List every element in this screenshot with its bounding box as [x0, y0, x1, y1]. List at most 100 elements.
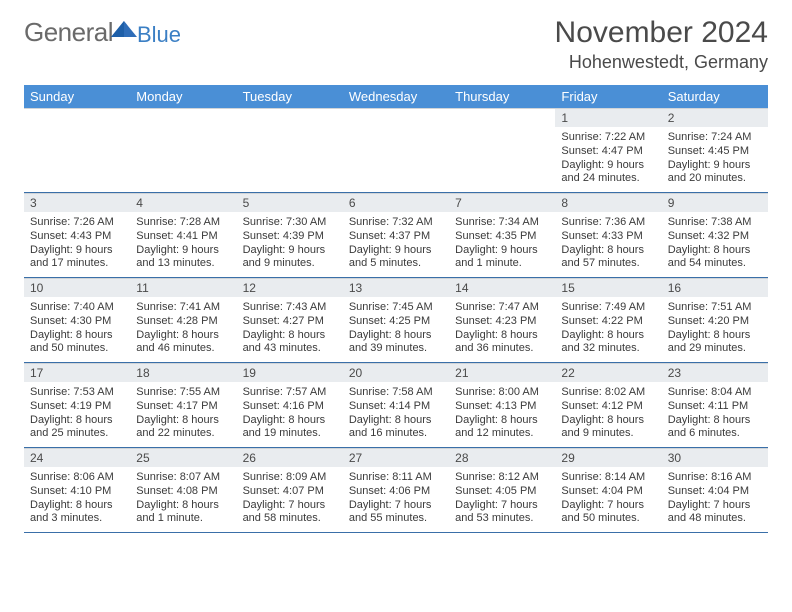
- day-content-row: Sunrise: 7:26 AMSunset: 4:43 PMDaylight:…: [24, 212, 768, 277]
- day-info-line: Sunset: 4:12 PM: [561, 400, 655, 414]
- day-info-line: Sunrise: 7:38 AM: [668, 216, 762, 230]
- day-content-cell: [130, 127, 236, 192]
- day-content-row: Sunrise: 7:22 AMSunset: 4:47 PMDaylight:…: [24, 127, 768, 192]
- day-info-line: Sunset: 4:20 PM: [668, 315, 762, 329]
- day-number-cell: [237, 108, 343, 127]
- location-subtitle: Hohenwestedt, Germany: [555, 52, 768, 73]
- day-info-line: Daylight: 8 hours and 36 minutes.: [455, 329, 549, 357]
- weekday-header-cell: Wednesday: [343, 85, 449, 108]
- day-info-line: Sunset: 4:07 PM: [243, 485, 337, 499]
- day-number-cell: [24, 108, 130, 127]
- day-info-line: Daylight: 9 hours and 24 minutes.: [561, 159, 655, 187]
- day-content-cell: [449, 127, 555, 192]
- day-info-line: Sunset: 4:04 PM: [561, 485, 655, 499]
- day-info-line: Sunset: 4:23 PM: [455, 315, 549, 329]
- day-info-line: Daylight: 9 hours and 5 minutes.: [349, 244, 443, 272]
- logo-text-blue: Blue: [137, 22, 181, 48]
- day-content-cell: Sunrise: 8:16 AMSunset: 4:04 PMDaylight:…: [662, 467, 768, 532]
- day-content-cell: Sunrise: 7:38 AMSunset: 4:32 PMDaylight:…: [662, 212, 768, 277]
- day-content-cell: Sunrise: 7:58 AMSunset: 4:14 PMDaylight:…: [343, 382, 449, 447]
- day-content-cell: Sunrise: 7:57 AMSunset: 4:16 PMDaylight:…: [237, 382, 343, 447]
- day-info-line: Sunrise: 7:55 AM: [136, 386, 230, 400]
- day-number-row: 3456789: [24, 193, 768, 212]
- day-info-line: Sunset: 4:35 PM: [455, 230, 549, 244]
- day-number-cell: 17: [24, 363, 130, 382]
- day-content-cell: Sunrise: 8:04 AMSunset: 4:11 PMDaylight:…: [662, 382, 768, 447]
- day-info-line: Daylight: 8 hours and 3 minutes.: [30, 499, 124, 527]
- day-info-line: Sunset: 4:22 PM: [561, 315, 655, 329]
- day-info-line: Sunrise: 7:22 AM: [561, 131, 655, 145]
- day-info-line: Sunrise: 8:02 AM: [561, 386, 655, 400]
- day-info-line: Sunrise: 7:49 AM: [561, 301, 655, 315]
- day-info-line: Daylight: 8 hours and 12 minutes.: [455, 414, 549, 442]
- day-info-line: Sunrise: 8:12 AM: [455, 471, 549, 485]
- day-number-cell: [343, 108, 449, 127]
- day-info-line: Sunset: 4:39 PM: [243, 230, 337, 244]
- day-content-cell: Sunrise: 8:14 AMSunset: 4:04 PMDaylight:…: [555, 467, 661, 532]
- day-number-cell: 21: [449, 363, 555, 382]
- day-number-cell: 23: [662, 363, 768, 382]
- weekday-header-cell: Sunday: [24, 85, 130, 108]
- day-info-line: Daylight: 7 hours and 58 minutes.: [243, 499, 337, 527]
- month-title: November 2024: [555, 16, 768, 50]
- day-info-line: Sunrise: 8:16 AM: [668, 471, 762, 485]
- day-number-cell: 26: [237, 448, 343, 467]
- day-info-line: Sunset: 4:43 PM: [30, 230, 124, 244]
- weekday-header-cell: Monday: [130, 85, 236, 108]
- day-info-line: Sunset: 4:33 PM: [561, 230, 655, 244]
- day-info-line: Sunrise: 7:36 AM: [561, 216, 655, 230]
- weekday-header-row: SundayMondayTuesdayWednesdayThursdayFrid…: [24, 85, 768, 108]
- day-info-line: Daylight: 9 hours and 17 minutes.: [30, 244, 124, 272]
- logo-text-general: General: [24, 17, 113, 48]
- day-info-line: Daylight: 8 hours and 22 minutes.: [136, 414, 230, 442]
- day-number-cell: 22: [555, 363, 661, 382]
- weekday-header-cell: Saturday: [662, 85, 768, 108]
- weekday-header-cell: Thursday: [449, 85, 555, 108]
- day-info-line: Sunset: 4:41 PM: [136, 230, 230, 244]
- day-info-line: Sunrise: 7:43 AM: [243, 301, 337, 315]
- day-info-line: Sunrise: 8:07 AM: [136, 471, 230, 485]
- day-number-row: 12: [24, 108, 768, 127]
- day-number-row: 10111213141516: [24, 278, 768, 297]
- day-info-line: Sunrise: 7:51 AM: [668, 301, 762, 315]
- day-info-line: Sunrise: 8:06 AM: [30, 471, 124, 485]
- day-info-line: Sunrise: 8:04 AM: [668, 386, 762, 400]
- day-content-cell: [343, 127, 449, 192]
- day-info-line: Daylight: 8 hours and 46 minutes.: [136, 329, 230, 357]
- day-info-line: Sunset: 4:04 PM: [668, 485, 762, 499]
- day-content-cell: Sunrise: 8:12 AMSunset: 4:05 PMDaylight:…: [449, 467, 555, 532]
- weekday-header-cell: Friday: [555, 85, 661, 108]
- day-info-line: Daylight: 8 hours and 25 minutes.: [30, 414, 124, 442]
- day-content-cell: Sunrise: 7:36 AMSunset: 4:33 PMDaylight:…: [555, 212, 661, 277]
- day-info-line: Daylight: 9 hours and 9 minutes.: [243, 244, 337, 272]
- day-info-line: Sunset: 4:28 PM: [136, 315, 230, 329]
- day-content-row: Sunrise: 8:06 AMSunset: 4:10 PMDaylight:…: [24, 467, 768, 532]
- day-number-cell: 9: [662, 193, 768, 212]
- brand-logo: General Blue: [24, 16, 181, 48]
- day-info-line: Daylight: 8 hours and 43 minutes.: [243, 329, 337, 357]
- week-separator: [24, 532, 768, 533]
- day-number-cell: 30: [662, 448, 768, 467]
- day-info-line: Sunset: 4:25 PM: [349, 315, 443, 329]
- day-info-line: Sunset: 4:13 PM: [455, 400, 549, 414]
- title-block: November 2024 Hohenwestedt, Germany: [555, 16, 768, 73]
- day-info-line: Sunset: 4:16 PM: [243, 400, 337, 414]
- day-info-line: Sunrise: 7:53 AM: [30, 386, 124, 400]
- day-info-line: Sunrise: 7:28 AM: [136, 216, 230, 230]
- day-content-cell: Sunrise: 7:47 AMSunset: 4:23 PMDaylight:…: [449, 297, 555, 362]
- day-info-line: Sunrise: 7:45 AM: [349, 301, 443, 315]
- day-info-line: Daylight: 7 hours and 55 minutes.: [349, 499, 443, 527]
- day-info-line: Sunset: 4:08 PM: [136, 485, 230, 499]
- day-info-line: Sunset: 4:05 PM: [455, 485, 549, 499]
- day-info-line: Daylight: 8 hours and 16 minutes.: [349, 414, 443, 442]
- day-number-row: 24252627282930: [24, 448, 768, 467]
- day-number-cell: 18: [130, 363, 236, 382]
- day-number-cell: 20: [343, 363, 449, 382]
- day-content-cell: Sunrise: 7:43 AMSunset: 4:27 PMDaylight:…: [237, 297, 343, 362]
- day-info-line: Daylight: 8 hours and 1 minute.: [136, 499, 230, 527]
- header: General Blue November 2024 Hohenwestedt,…: [24, 16, 768, 73]
- day-info-line: Daylight: 8 hours and 9 minutes.: [561, 414, 655, 442]
- day-info-line: Sunrise: 7:58 AM: [349, 386, 443, 400]
- day-number-cell: [130, 108, 236, 127]
- day-info-line: Sunset: 4:19 PM: [30, 400, 124, 414]
